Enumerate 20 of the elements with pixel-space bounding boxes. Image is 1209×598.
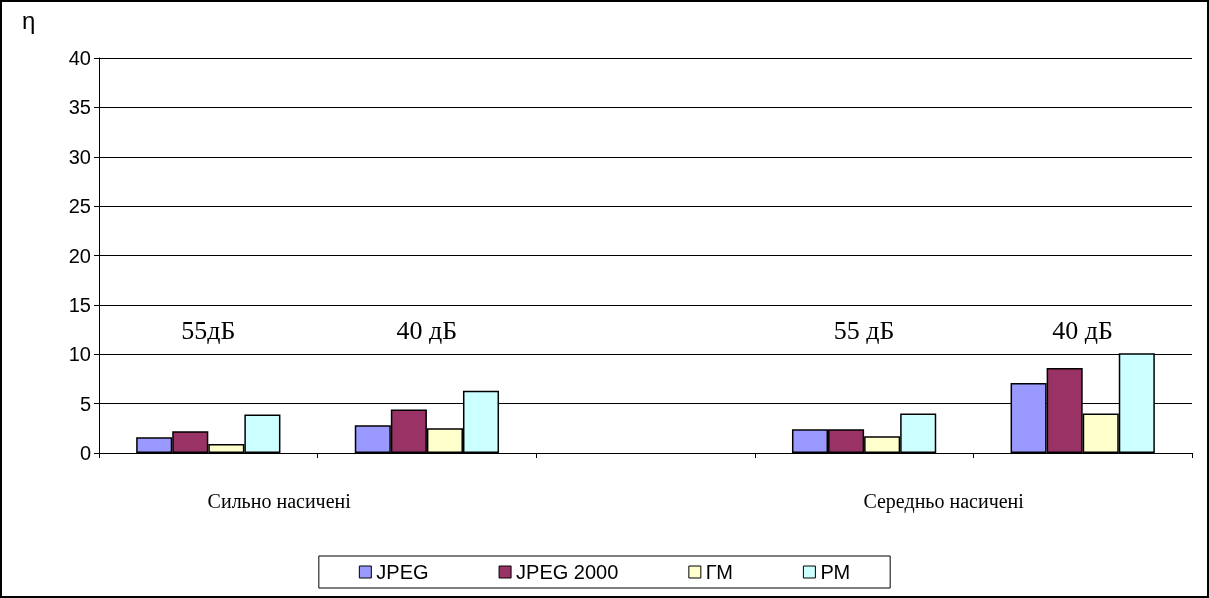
y-tick-label: 40 [68,47,91,69]
y-tick-label: 0 [79,442,91,464]
y-tick-label: 35 [68,96,91,119]
y-tick-label: 5 [79,392,91,415]
x-tick-label: 40 дБ [1052,315,1114,345]
text: Сильно насичені [207,490,352,512]
x-tick-label: 40 дБ [396,315,458,345]
legend-label: ГМ [705,561,733,583]
legend-label: JPEG [376,561,429,583]
x-tick-label: 55дБ [181,315,236,345]
y-tick-label: 10 [68,343,91,366]
y-axis-title: η [22,6,36,34]
legend-label: JPEG 2000 [516,561,619,583]
y-tick-label: 20 [68,244,91,267]
x-tick-label: 55 дБ [833,315,895,345]
text: Середньо насичені [863,490,1025,513]
y-tick-label: 15 [68,293,91,316]
y-tick-label: 30 [68,145,91,168]
y-tick-label: 25 [68,195,91,218]
legend-label: РМ [820,561,851,583]
